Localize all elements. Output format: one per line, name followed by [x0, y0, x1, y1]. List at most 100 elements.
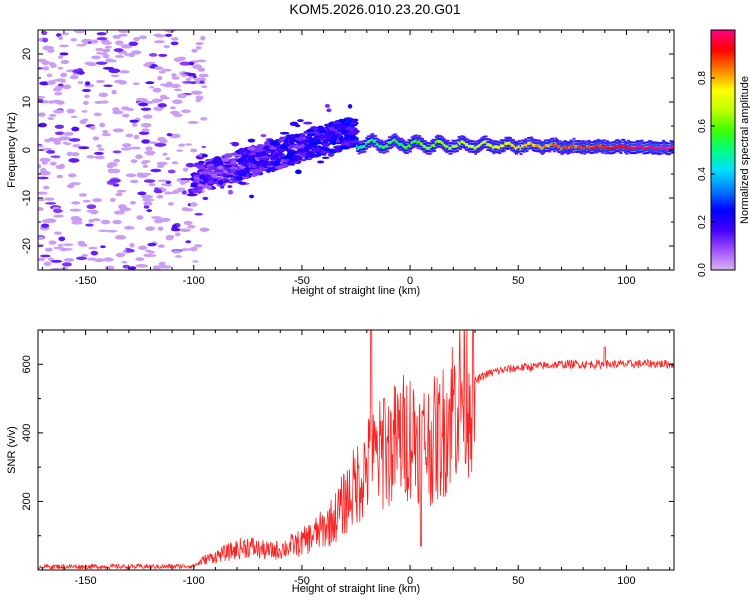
- noise-blob: [57, 66, 64, 70]
- signal-cell: [412, 146, 416, 149]
- signal-cell: [627, 145, 631, 148]
- signal-cell: [613, 148, 617, 151]
- signal-cell: [396, 141, 400, 145]
- chirp-blob: [230, 168, 237, 174]
- signal-cell: [545, 144, 549, 148]
- signal-cell: [557, 143, 561, 146]
- noise-blob: [86, 61, 97, 67]
- signal-cell: [577, 142, 581, 145]
- signal-cell: [440, 141, 444, 145]
- signal-cell: [439, 137, 443, 140]
- noise-blob: [98, 229, 109, 232]
- signal-cell: [495, 140, 499, 143]
- signal-cell: [554, 137, 558, 140]
- signal-cell: [448, 147, 452, 150]
- signal-cell: [628, 143, 632, 146]
- signal-cell: [457, 141, 461, 144]
- signal-cell: [465, 148, 469, 151]
- chirp-blob: [274, 161, 279, 167]
- signal-cell: [478, 149, 482, 152]
- signal-cell: [396, 136, 400, 139]
- signal-cell: [569, 144, 573, 148]
- signal-cell: [369, 144, 373, 147]
- noise-blob: [100, 219, 111, 225]
- noise-blob: [195, 99, 202, 103]
- chirp-blob: [206, 185, 213, 190]
- noise-blob: [133, 134, 140, 140]
- signal-cell: [610, 146, 614, 150]
- signal-cell: [425, 144, 429, 147]
- signal-cell: [616, 139, 620, 142]
- signal-cell: [622, 146, 626, 149]
- noise-blob: [146, 152, 154, 156]
- signal-cell: [413, 140, 417, 143]
- noise-blob: [90, 250, 98, 256]
- signal-cell: [614, 150, 618, 153]
- signal-cell: [413, 134, 417, 137]
- signal-cell: [486, 143, 490, 147]
- snr-series-line: [38, 330, 674, 570]
- signal-cell: [468, 140, 472, 143]
- chirp-blob: [337, 125, 347, 129]
- signal-cell: [560, 152, 564, 155]
- signal-cell: [399, 148, 403, 151]
- signal-cell: [410, 136, 414, 139]
- signal-cell: [539, 143, 543, 146]
- signal-cell: [636, 142, 640, 145]
- signal-cell: [661, 150, 665, 153]
- signal-cell: [483, 135, 487, 138]
- chirp-blob: [328, 126, 334, 130]
- signal-cell: [409, 145, 412, 148]
- signal-cell: [563, 147, 567, 150]
- noise-blob: [164, 33, 172, 37]
- signal-cell: [402, 150, 406, 153]
- chirp-blob: [252, 160, 260, 166]
- signal-cell: [390, 135, 394, 138]
- signal-cell: [387, 136, 391, 139]
- noise-blob: [113, 48, 124, 53]
- noise-blob: [190, 90, 203, 95]
- signal-cell: [564, 151, 568, 154]
- noise-blob: [152, 87, 162, 93]
- signal-cell: [360, 151, 364, 154]
- signal-cell: [422, 150, 426, 153]
- signal-cell: [431, 141, 435, 144]
- chirp-blob: [243, 167, 251, 172]
- signal-cell: [493, 148, 497, 151]
- signal-cell: [424, 143, 428, 146]
- signal-cell: [481, 144, 485, 147]
- signal-cell: [519, 145, 523, 148]
- signal-cell: [540, 152, 544, 155]
- noise-blob: [56, 174, 64, 179]
- noise-blob: [179, 248, 192, 251]
- signal-cell: [580, 152, 584, 155]
- signal-cell: [536, 142, 540, 145]
- signal-cell: [605, 142, 609, 145]
- signal-cell: [578, 148, 582, 151]
- signal-cell: [405, 149, 409, 152]
- signal-cell: [471, 148, 475, 151]
- signal-cell: [610, 141, 614, 144]
- noise-blob: [81, 88, 92, 93]
- signal-cell: [617, 140, 621, 143]
- chirp-blob: [251, 169, 261, 173]
- noise-blob: [86, 204, 97, 210]
- signal-cell: [652, 141, 656, 144]
- signal-cell: [440, 136, 444, 139]
- signal-cell: [436, 145, 440, 148]
- signal-cell: [504, 144, 508, 147]
- signal-cell: [634, 141, 638, 144]
- noise-blob: [113, 210, 125, 215]
- signal-cell: [501, 147, 505, 150]
- signal-cell: [425, 152, 429, 155]
- noise-blob: [38, 191, 48, 195]
- noise-blob: [147, 242, 157, 247]
- signal-cell: [390, 140, 394, 144]
- signal-cell: [393, 136, 397, 139]
- signal-cell: [410, 144, 414, 147]
- noise-blob: [141, 194, 154, 199]
- signal-cell: [617, 148, 621, 151]
- signal-cell: [357, 144, 361, 147]
- noise-blob: [148, 52, 158, 57]
- signal-cell: [580, 146, 584, 150]
